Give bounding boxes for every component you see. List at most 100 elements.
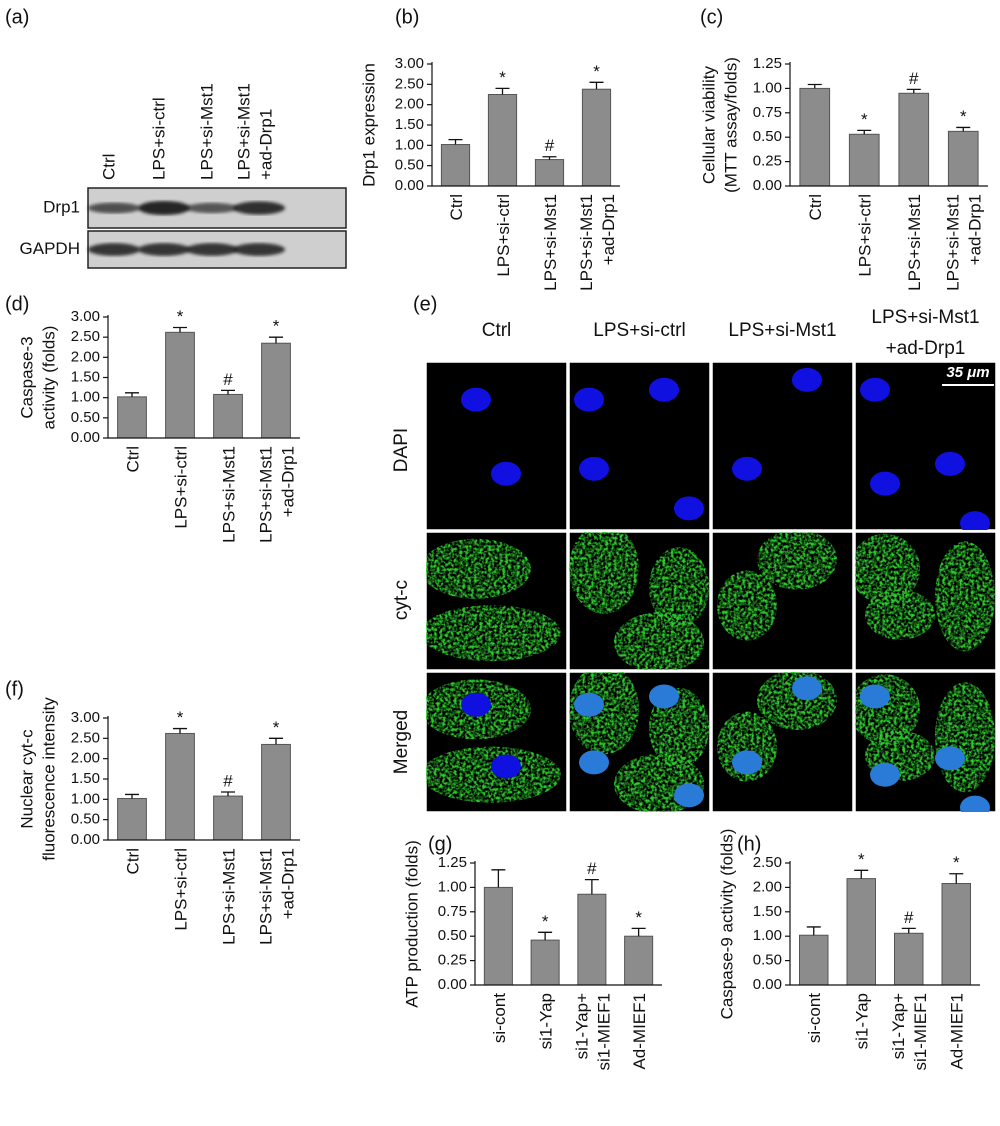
bar xyxy=(165,331,195,439)
x-tick-label: +ad-Drp1 xyxy=(599,194,618,265)
x-tick-label: +ad-Drp1 xyxy=(278,848,297,919)
blot-band xyxy=(138,201,190,215)
cytoplasm xyxy=(757,672,837,730)
error-bar xyxy=(949,873,964,884)
x-tick-label: si-cont xyxy=(490,993,509,1043)
bar xyxy=(530,939,560,986)
significance-marker: * xyxy=(953,853,960,872)
nucleus xyxy=(649,377,679,402)
nucleus xyxy=(461,387,491,412)
y-tick-label: 1.50 xyxy=(71,770,100,787)
panel-label: (g) xyxy=(428,833,452,855)
row-label: Merged xyxy=(391,710,412,774)
significance-marker: * xyxy=(499,68,506,87)
significance-marker: * xyxy=(960,107,967,126)
error-bar xyxy=(448,138,463,145)
y-tick-label: 1.00 xyxy=(71,790,100,807)
y-tick-label: 1.50 xyxy=(395,116,424,133)
nucleus xyxy=(870,471,900,496)
significance-marker: # xyxy=(909,69,919,88)
y-tick-label: 0.00 xyxy=(753,976,782,993)
bar xyxy=(440,144,471,187)
x-tick-label: LPS+si-Mst1 xyxy=(219,446,238,543)
nucleus xyxy=(491,754,521,779)
bar xyxy=(947,130,979,187)
cells xyxy=(569,532,709,670)
error-bar xyxy=(807,83,822,89)
nucleus xyxy=(491,461,521,486)
error-bar xyxy=(956,126,971,132)
x-tick-label: si1-Yap+ xyxy=(572,993,591,1059)
nucleus xyxy=(574,387,604,412)
error-bar xyxy=(806,926,821,936)
cytoplasm xyxy=(569,532,639,614)
cells xyxy=(855,533,995,652)
nucleus xyxy=(935,746,965,771)
y-tick-label: 1.25 xyxy=(438,854,467,871)
error-bar xyxy=(631,927,646,937)
lane-label: LPS+si-ctrl xyxy=(149,97,168,180)
nucleus xyxy=(792,676,822,701)
y-tick-label: 0.25 xyxy=(753,153,782,170)
significance-marker: * xyxy=(593,62,600,81)
nucleus xyxy=(579,750,609,775)
y-tick-label: 0.50 xyxy=(753,128,782,145)
x-tick-label: LPS+si-Mst1 xyxy=(905,194,924,291)
error-bar xyxy=(854,869,869,879)
y-tick-label: 0.00 xyxy=(395,177,424,194)
cytoplasm xyxy=(757,532,837,590)
axes xyxy=(431,62,620,187)
bar xyxy=(581,88,612,187)
x-tick-label: Ctrl xyxy=(447,194,466,220)
x-tick-label: LPS+si-Mst1 xyxy=(944,194,963,291)
blot-band xyxy=(88,243,140,256)
cells xyxy=(569,672,709,812)
blot-band xyxy=(186,202,238,214)
row-label: Drp1 xyxy=(43,197,80,216)
bar xyxy=(534,159,565,187)
x-tick-label: LPS+si-ctrl xyxy=(856,194,875,277)
cytoplasm xyxy=(614,612,704,670)
row-label: DAPI xyxy=(391,428,412,472)
cells xyxy=(426,538,561,662)
y-axis-label: fluorescence intensity xyxy=(39,697,58,861)
micrograph-tile xyxy=(425,361,568,531)
lane-label: LPS+si-Mst1 xyxy=(234,83,253,180)
cells xyxy=(717,672,837,782)
panel-label: (a) xyxy=(5,6,29,28)
x-tick-label: si1-Yap+ xyxy=(889,993,908,1059)
nucleus xyxy=(579,456,609,481)
y-tick-label: 0.50 xyxy=(395,157,424,174)
error-bar xyxy=(589,81,604,90)
bar xyxy=(261,743,291,841)
blot-band xyxy=(233,201,285,215)
y-tick-label: 0.75 xyxy=(753,104,782,121)
y-tick-label: 2.00 xyxy=(71,750,100,767)
y-tick-label: 0.00 xyxy=(438,976,467,993)
nucleus xyxy=(649,684,679,709)
y-tick-label: 1.00 xyxy=(438,878,467,895)
y-axis-label: ATP production (folds) xyxy=(402,840,421,1008)
error-bar xyxy=(495,87,510,95)
axes xyxy=(107,716,300,841)
cytoplasm xyxy=(569,672,639,755)
y-axis-label: Caspase-9 activity (folds) xyxy=(717,829,736,1020)
column-label: LPS+si-Mst1 xyxy=(871,307,979,328)
y-tick-label: 0.75 xyxy=(438,903,467,920)
error-bar xyxy=(125,793,139,799)
cytoplasm xyxy=(649,547,709,628)
row-label: cyt-c xyxy=(391,580,412,620)
cytoplasm xyxy=(935,682,995,793)
nucleus xyxy=(574,692,604,717)
y-tick-label: 1.00 xyxy=(753,927,782,944)
error-bar xyxy=(221,791,235,797)
significance-marker: # xyxy=(904,908,914,927)
bar xyxy=(624,935,654,986)
x-tick-label: LPS+si-ctrl xyxy=(494,194,513,277)
error-bar xyxy=(538,931,553,941)
column-label: LPS+si-Mst1 xyxy=(728,320,836,341)
error-bar xyxy=(857,129,872,135)
cytoplasm xyxy=(717,711,777,782)
micrograph-tile xyxy=(711,361,854,531)
panel-label: (h) xyxy=(737,833,761,855)
